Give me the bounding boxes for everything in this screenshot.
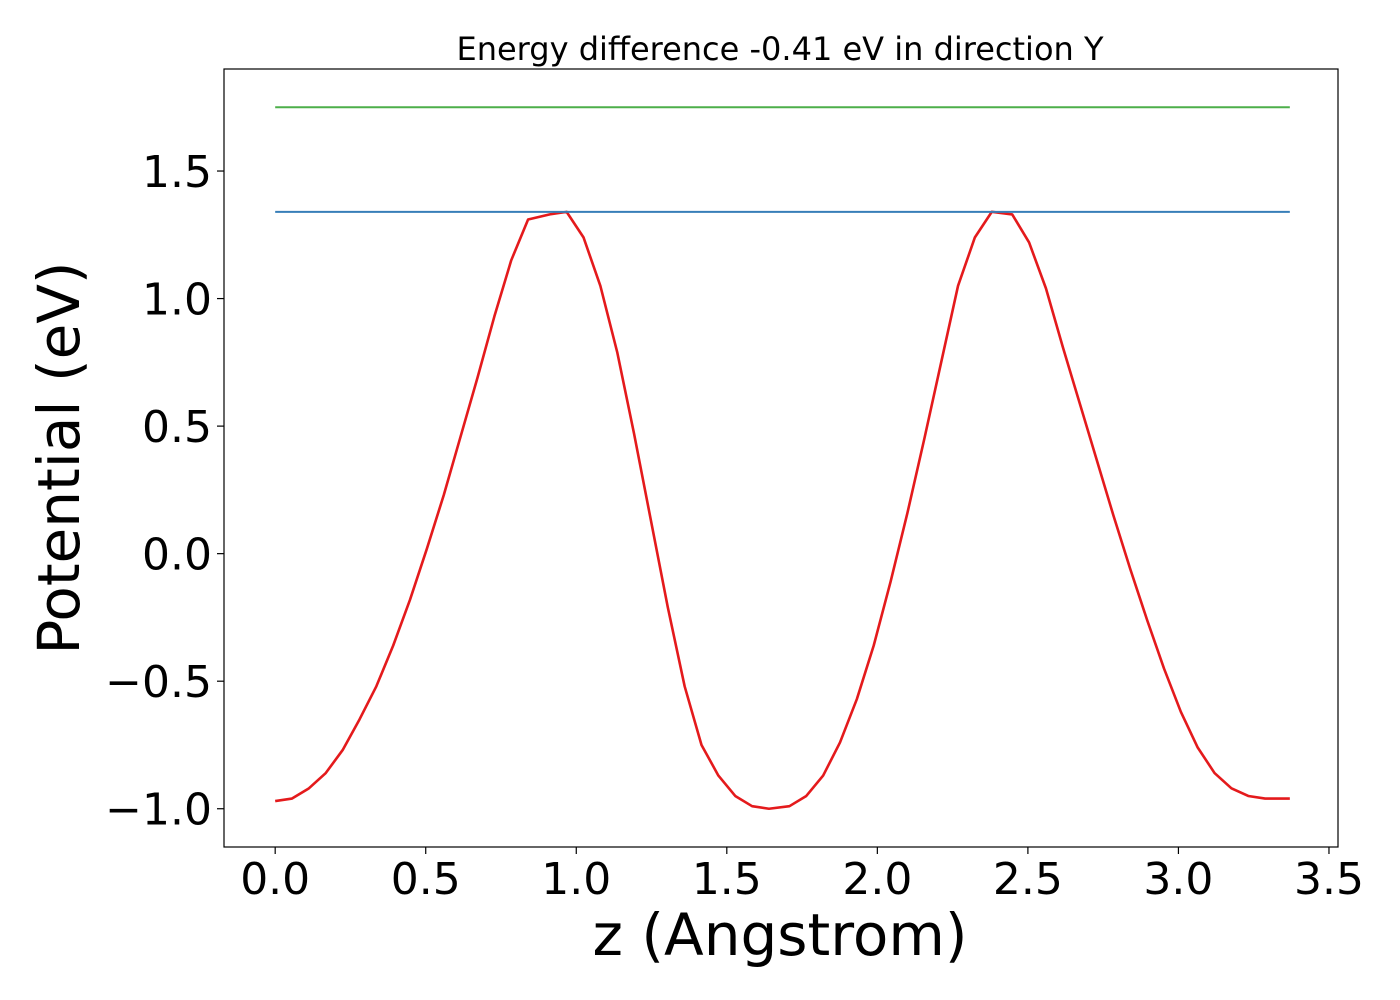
y-tick-label: 0.5 <box>142 402 212 453</box>
y-axis: −1.0 −0.5 0.0 0.5 1.0 1.5 <box>105 147 224 836</box>
x-tick-label: 3.5 <box>1294 854 1364 905</box>
x-tick-label: 2.5 <box>993 854 1063 905</box>
x-axis-label: z (Angstrom) <box>593 901 968 969</box>
y-tick-label: −1.0 <box>105 785 212 836</box>
x-tick-label: 0.5 <box>391 854 461 905</box>
x-axis: 0.0 0.5 1.0 1.5 2.0 2.5 3.0 3.5 <box>240 847 1364 905</box>
y-tick-label: 0.0 <box>142 530 212 581</box>
plot-frame <box>223 68 1339 848</box>
y-tick-label: 1.0 <box>142 275 212 326</box>
x-tick-label: 1.0 <box>541 854 611 905</box>
x-tick-label: 3.0 <box>1143 854 1213 905</box>
x-tick-label: 1.5 <box>692 854 762 905</box>
x-tick-label: 0.0 <box>240 854 310 905</box>
y-tick-label: 1.5 <box>142 147 212 198</box>
y-tick-label: −0.5 <box>105 657 212 708</box>
x-tick-label: 2.0 <box>842 854 912 905</box>
chart-title: Energy difference -0.41 eV in direction … <box>456 30 1103 68</box>
y-axis-label: Potential (eV) <box>25 261 93 654</box>
series-layer <box>274 106 1290 811</box>
series-line-0 <box>274 210 1290 811</box>
